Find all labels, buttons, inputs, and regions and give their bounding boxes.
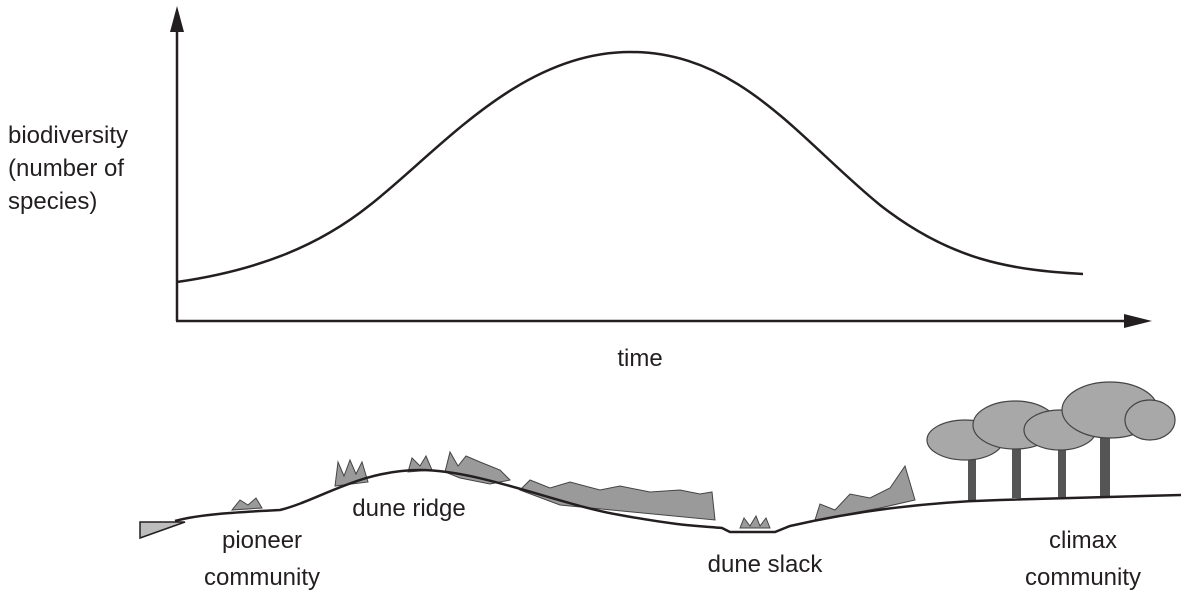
y-axis-label: species) <box>8 188 97 215</box>
pioneer-label: pioneer <box>222 527 302 554</box>
y-axis-label: (number of <box>8 155 124 182</box>
ridge-label: dune ridge <box>352 495 465 522</box>
x-axis-label: time <box>617 345 662 372</box>
slack-label: dune slack <box>708 551 824 578</box>
dune-profile <box>174 468 1181 534</box>
climax-label: climax <box>1049 527 1117 554</box>
y-axis-arrow <box>170 6 184 32</box>
x-axis-arrow <box>1124 314 1152 328</box>
biodiversity-curve <box>176 50 1084 284</box>
climax-label: community <box>1025 564 1141 591</box>
trees <box>926 381 1176 500</box>
pioneer-label: community <box>204 564 320 591</box>
sea <box>139 521 186 540</box>
y-axis-label: biodiversity <box>8 122 128 149</box>
